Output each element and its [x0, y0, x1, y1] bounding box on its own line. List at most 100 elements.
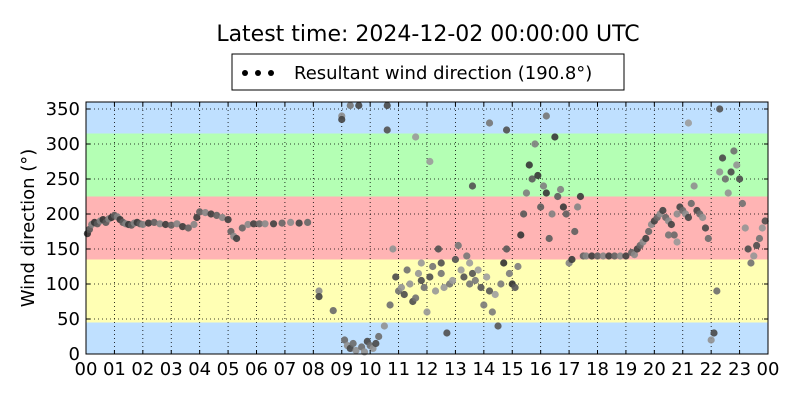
- y-tick-label: 350: [46, 99, 80, 120]
- data-point: [278, 219, 286, 227]
- x-tick-label: 09: [330, 359, 353, 380]
- data-point: [375, 332, 383, 341]
- data-point: [386, 301, 394, 309]
- data-point: [207, 210, 215, 218]
- data-point: [466, 280, 474, 288]
- data-point: [295, 219, 303, 227]
- data-point: [457, 266, 465, 274]
- data-point: [701, 224, 710, 232]
- data-point: [454, 241, 462, 250]
- data-point: [349, 339, 357, 348]
- data-point: [463, 252, 471, 260]
- x-tick-label: 02: [131, 359, 154, 380]
- data-point: [525, 161, 533, 169]
- data-point: [645, 227, 653, 236]
- data-point: [372, 339, 380, 348]
- data-point: [392, 273, 400, 281]
- data-point: [412, 294, 420, 302]
- data-point: [383, 101, 391, 110]
- y-tick-label: 150: [46, 239, 80, 260]
- data-point: [684, 119, 693, 127]
- x-tick-label: 17: [558, 359, 581, 380]
- data-point: [556, 185, 565, 194]
- data-point: [213, 211, 221, 219]
- data-point: [735, 175, 744, 183]
- data-point: [684, 213, 693, 222]
- y-axis-ticks: 0 50 100 150 200 250 300 350: [46, 99, 768, 365]
- data-point: [434, 245, 442, 253]
- data-point: [755, 234, 764, 243]
- data-point: [397, 283, 406, 292]
- data-point: [582, 252, 590, 260]
- x-tick-label: 00: [75, 359, 98, 380]
- data-point: [642, 234, 650, 243]
- data-point: [485, 119, 494, 127]
- data-point: [704, 234, 712, 243]
- legend-marker-dot: [255, 70, 261, 76]
- data-point: [531, 140, 539, 148]
- data-point: [196, 208, 204, 216]
- data-point: [721, 175, 729, 183]
- data-point: [406, 280, 414, 288]
- data-point: [733, 161, 741, 169]
- data-point: [542, 189, 550, 197]
- data-point: [380, 322, 388, 330]
- legend-frame: [231, 53, 625, 91]
- y-tick-label: 100: [46, 274, 80, 295]
- x-axis-ticks: 00 01 02 03 04 05 06 07 08 09 10 11 12 13 14 15 16 17 18 19…: [75, 102, 780, 380]
- data-point: [673, 210, 681, 218]
- data-point: [261, 220, 269, 228]
- data-point: [548, 210, 556, 218]
- y-tick-label: 300: [46, 134, 80, 155]
- data-point: [750, 252, 758, 260]
- x-tick-label: 06: [245, 359, 268, 380]
- data-point: [287, 218, 295, 226]
- data-point: [173, 220, 181, 228]
- x-tick-label: 08: [302, 359, 325, 380]
- data-point: [497, 280, 505, 288]
- data-point: [690, 182, 698, 190]
- data-point: [250, 220, 258, 228]
- data-point: [466, 259, 474, 267]
- data-point: [630, 251, 639, 259]
- data-point: [667, 220, 675, 229]
- data-point: [352, 346, 360, 355]
- data-point: [738, 199, 747, 208]
- data-point: [426, 273, 434, 281]
- data-point: [161, 220, 170, 229]
- data-point: [716, 168, 724, 176]
- data-point: [491, 290, 499, 299]
- data-point: [269, 220, 278, 228]
- data-point: [707, 336, 715, 344]
- data-point: [139, 220, 147, 229]
- data-point: [539, 182, 548, 190]
- data-point: [414, 269, 423, 278]
- data-point: [576, 192, 585, 201]
- x-tick-label: 15: [501, 359, 524, 380]
- x-tick-label: 18: [586, 359, 609, 380]
- x-tick-label: 05: [217, 359, 240, 380]
- data-point: [471, 276, 479, 285]
- data-point: [480, 301, 488, 309]
- data-point: [673, 238, 681, 246]
- data-point: [315, 287, 323, 295]
- data-point: [244, 220, 252, 229]
- data-point: [744, 245, 752, 253]
- data-point: [559, 203, 568, 211]
- data-point: [440, 283, 448, 292]
- data-point: [443, 329, 451, 337]
- data-point: [423, 308, 431, 316]
- data-point: [494, 322, 502, 330]
- data-point: [412, 133, 420, 141]
- data-point: [568, 255, 576, 264]
- x-tick-label: 19: [614, 359, 637, 380]
- data-point: [758, 224, 766, 232]
- data-point: [517, 231, 525, 239]
- data-point: [528, 175, 536, 183]
- data-point: [150, 218, 158, 226]
- x-tick-label: 11: [387, 359, 410, 380]
- x-tick-label: 14: [472, 359, 495, 380]
- x-tick-label: 00: [757, 359, 780, 380]
- data-point: [542, 112, 550, 120]
- y-tick-label: 250: [46, 169, 80, 190]
